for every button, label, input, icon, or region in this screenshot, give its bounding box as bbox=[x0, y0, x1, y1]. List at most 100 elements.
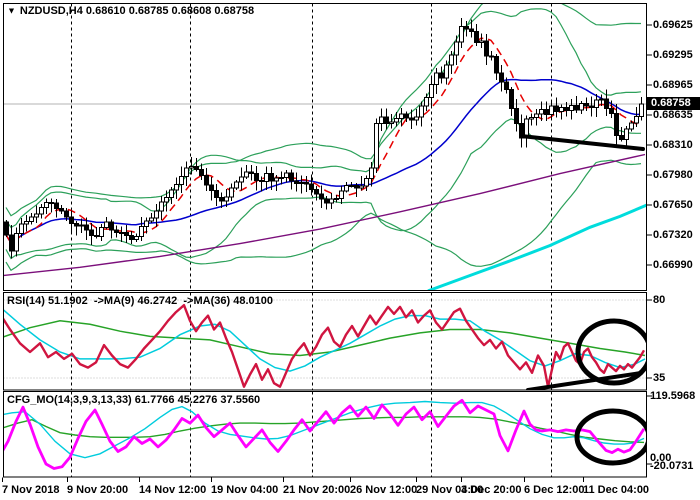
candle-body bbox=[264, 173, 269, 182]
candle-body bbox=[584, 103, 589, 107]
candle-body bbox=[344, 184, 349, 192]
candles-group bbox=[4, 17, 644, 259]
candle-body bbox=[409, 117, 414, 121]
candle-body bbox=[399, 113, 404, 119]
candle-body bbox=[419, 105, 424, 118]
candle-body bbox=[504, 81, 509, 90]
candle-body bbox=[124, 232, 129, 236]
candle-body bbox=[539, 108, 544, 115]
candle-body bbox=[374, 123, 379, 169]
rsi-highlight-ellipse[interactable] bbox=[575, 318, 650, 386]
price-axis-label: 0.67980 bbox=[653, 169, 693, 181]
candle-body bbox=[404, 113, 409, 119]
candle-body bbox=[309, 183, 314, 190]
candle-body bbox=[544, 108, 549, 115]
candle-body bbox=[64, 210, 69, 218]
candle-body bbox=[269, 173, 274, 182]
candle-body bbox=[434, 72, 439, 85]
candle-body bbox=[134, 236, 139, 240]
candle-body bbox=[599, 98, 604, 101]
candle-body bbox=[4, 221, 9, 236]
chart-title: ▼ NZDUSD,H4 0.68610 0.68785 0.68608 0.687… bbox=[6, 5, 254, 17]
rsi-panel-content[interactable] bbox=[0, 293, 650, 391]
candle-body bbox=[99, 226, 104, 237]
candle-body bbox=[19, 223, 24, 235]
candle-body bbox=[209, 184, 214, 192]
candle-body bbox=[44, 202, 49, 209]
support-cyan-line bbox=[427, 203, 646, 290]
candle-body bbox=[444, 64, 449, 79]
candle-body bbox=[319, 193, 324, 200]
envelope-upper-line bbox=[5, 4, 641, 217]
cfg-signal-line bbox=[4, 400, 645, 459]
symbol-label: NZDUSD,H4 bbox=[19, 5, 83, 17]
candle-body bbox=[54, 202, 59, 209]
cfg-panel-content[interactable] bbox=[0, 392, 649, 478]
rsi-header: RSI(14) 51.1902 ->MA(9) 46.2742 ->MA(36)… bbox=[7, 295, 273, 307]
candle-body bbox=[14, 233, 19, 252]
cfg-highlight-ellipse[interactable] bbox=[574, 408, 649, 466]
rsi-main-line bbox=[4, 304, 646, 388]
candle-body bbox=[129, 234, 134, 240]
candle-body bbox=[304, 182, 309, 185]
candle-body bbox=[609, 108, 614, 114]
cfg-header: CFG_MO(14,3,9,3,13,33) 61.7766 45.2276 3… bbox=[7, 394, 261, 406]
candle-body bbox=[639, 103, 644, 117]
price-trendline[interactable] bbox=[519, 134, 645, 151]
candle-body bbox=[414, 116, 419, 121]
time-axis-label: 26 Nov 12:00 bbox=[350, 484, 418, 496]
candle-body bbox=[614, 112, 619, 137]
candle-body bbox=[224, 196, 229, 202]
envelope-lower-line bbox=[5, 159, 642, 272]
time-axis-label: 7 Nov 2018 bbox=[2, 484, 60, 496]
candle-body bbox=[564, 107, 569, 111]
candle-body bbox=[24, 220, 29, 225]
candle-body bbox=[389, 121, 394, 124]
candle-body bbox=[499, 72, 504, 83]
price-axis-label: 0.68965 bbox=[653, 79, 693, 91]
main-panel-content[interactable] bbox=[3, 0, 648, 291]
candle-body bbox=[289, 172, 294, 182]
candle-body bbox=[254, 173, 259, 182]
candle-body bbox=[424, 96, 429, 107]
candle-body bbox=[439, 72, 444, 79]
dropdown-icon[interactable]: ▼ bbox=[7, 6, 16, 16]
candle-body bbox=[379, 116, 384, 125]
candle-body bbox=[509, 88, 514, 110]
candle-body bbox=[244, 171, 249, 178]
main-panel-frame bbox=[3, 3, 647, 291]
rsi-trendline[interactable] bbox=[526, 371, 643, 390]
cfg-main-line bbox=[4, 398, 646, 470]
candle-body bbox=[354, 185, 359, 189]
candle-body bbox=[39, 207, 44, 215]
candle-body bbox=[534, 113, 539, 119]
candle-body bbox=[429, 83, 434, 98]
candle-body bbox=[299, 182, 304, 185]
candle-body bbox=[554, 105, 559, 113]
candle-body bbox=[324, 198, 329, 204]
cfg-axis-label: 0.00 bbox=[650, 452, 672, 464]
candle-body bbox=[159, 201, 164, 212]
candle-body bbox=[214, 190, 219, 199]
candle-body bbox=[279, 176, 284, 179]
candle-body bbox=[179, 175, 184, 185]
candle-body bbox=[84, 224, 89, 231]
cfg-panel-frame bbox=[3, 391, 647, 478]
candle-body bbox=[454, 41, 459, 56]
candle-body bbox=[249, 171, 254, 175]
candle-body bbox=[629, 122, 634, 130]
ohlc-values: 0.68610 0.68785 0.68608 0.68758 bbox=[85, 5, 255, 17]
candle-body bbox=[284, 172, 289, 178]
time-axis-label: 6 Dec 12:00 bbox=[524, 484, 585, 496]
price-axis-label: 0.66990 bbox=[653, 259, 693, 271]
candle-body bbox=[229, 187, 234, 198]
candle-body bbox=[529, 117, 534, 120]
cfg-axis-label: 119.5968 bbox=[650, 390, 696, 402]
candle-body bbox=[569, 105, 574, 111]
candle-body bbox=[489, 55, 494, 58]
ma-fast-dashed-line bbox=[5, 37, 642, 245]
time-axis-label: 14 Nov 12:00 bbox=[139, 484, 207, 496]
rsi-ma9-line bbox=[4, 309, 646, 372]
price-axis-label: 0.67320 bbox=[653, 229, 693, 241]
